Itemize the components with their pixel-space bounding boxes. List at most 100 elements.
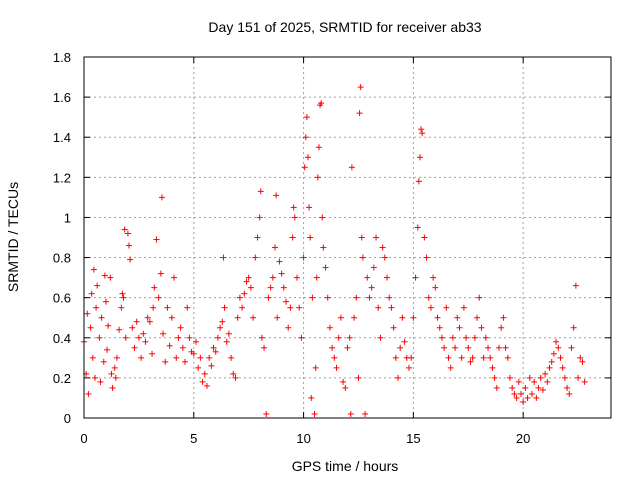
data-point <box>296 304 303 311</box>
data-point <box>105 322 112 329</box>
data-point <box>144 314 151 321</box>
data-point <box>179 344 186 351</box>
data-point <box>177 324 184 331</box>
data-point <box>265 294 272 301</box>
data-point <box>146 318 153 325</box>
data-point <box>485 344 492 351</box>
data-point <box>520 398 527 405</box>
data-point <box>217 324 224 331</box>
data-point <box>290 204 297 211</box>
data-point <box>195 364 202 371</box>
data-point <box>427 304 434 311</box>
data-point <box>142 338 149 345</box>
data-point <box>379 244 386 251</box>
data-point <box>149 350 156 357</box>
data-point <box>150 304 157 311</box>
data-point <box>502 344 509 351</box>
plot-frame <box>83 56 612 419</box>
data-point <box>250 314 257 321</box>
data-point <box>254 234 261 241</box>
data-point <box>392 354 399 361</box>
data-point <box>408 354 415 361</box>
data-point <box>90 266 97 273</box>
data-point <box>370 264 377 271</box>
data-point <box>447 364 454 371</box>
data-point <box>318 100 325 107</box>
data-point <box>491 374 498 381</box>
data-point <box>465 344 472 351</box>
data-point <box>445 354 452 361</box>
data-point <box>308 394 315 401</box>
data-point <box>192 338 199 345</box>
data-point <box>257 188 264 195</box>
y-tick-label: 1.2 <box>53 170 71 185</box>
data-point <box>513 394 520 401</box>
data-point <box>423 254 430 261</box>
data-point <box>93 304 100 311</box>
data-point <box>381 254 388 261</box>
data-point <box>287 304 294 311</box>
data-point <box>223 338 230 345</box>
data-point <box>109 384 116 391</box>
data-point <box>347 410 354 417</box>
x-tick-label: 20 <box>516 431 530 446</box>
data-point <box>315 144 322 151</box>
data-point <box>221 304 228 311</box>
data-point <box>515 378 522 385</box>
data-point <box>272 244 279 251</box>
data-point <box>575 374 582 381</box>
data-point <box>414 224 421 231</box>
data-point <box>210 344 217 351</box>
data-point <box>278 270 285 277</box>
data-point <box>252 254 259 261</box>
data-point <box>173 354 180 361</box>
data-point <box>344 344 351 351</box>
data-point <box>131 344 138 351</box>
data-point <box>577 354 584 361</box>
data-point <box>243 278 250 285</box>
data-point <box>356 110 363 117</box>
data-point <box>346 334 353 341</box>
data-point <box>478 324 485 331</box>
data-point <box>230 370 237 377</box>
data-point <box>504 354 511 361</box>
data-point <box>568 344 575 351</box>
data-point <box>319 214 326 221</box>
data-point <box>432 284 439 291</box>
data-point <box>261 344 268 351</box>
data-point <box>358 234 365 241</box>
data-point <box>570 324 577 331</box>
x-tick-label: 0 <box>80 431 87 446</box>
data-point <box>559 364 566 371</box>
data-point <box>452 344 459 351</box>
data-point <box>539 386 546 393</box>
data-point <box>212 348 219 355</box>
data-point <box>120 294 127 301</box>
data-point <box>258 334 265 341</box>
data-point <box>460 304 467 311</box>
data-point <box>214 334 221 341</box>
data-point <box>434 314 441 321</box>
data-point <box>121 226 128 233</box>
data-point <box>436 324 443 331</box>
data-point <box>544 378 551 385</box>
data-point <box>329 344 336 351</box>
x-tick-label: 5 <box>190 431 197 446</box>
data-point <box>561 374 568 381</box>
data-point <box>322 264 329 271</box>
data-point <box>236 294 243 301</box>
data-point <box>454 314 461 321</box>
data-point <box>526 374 533 381</box>
data-point <box>306 204 313 211</box>
data-point <box>307 234 314 241</box>
data-point <box>471 334 478 341</box>
data-point <box>219 318 226 325</box>
data-point <box>112 374 119 381</box>
data-point <box>443 304 450 311</box>
data-point <box>309 294 316 301</box>
data-point <box>531 378 538 385</box>
y-tick-label: 0.2 <box>53 371 71 386</box>
y-tick-label: 1.4 <box>53 130 71 145</box>
data-point <box>351 314 358 321</box>
